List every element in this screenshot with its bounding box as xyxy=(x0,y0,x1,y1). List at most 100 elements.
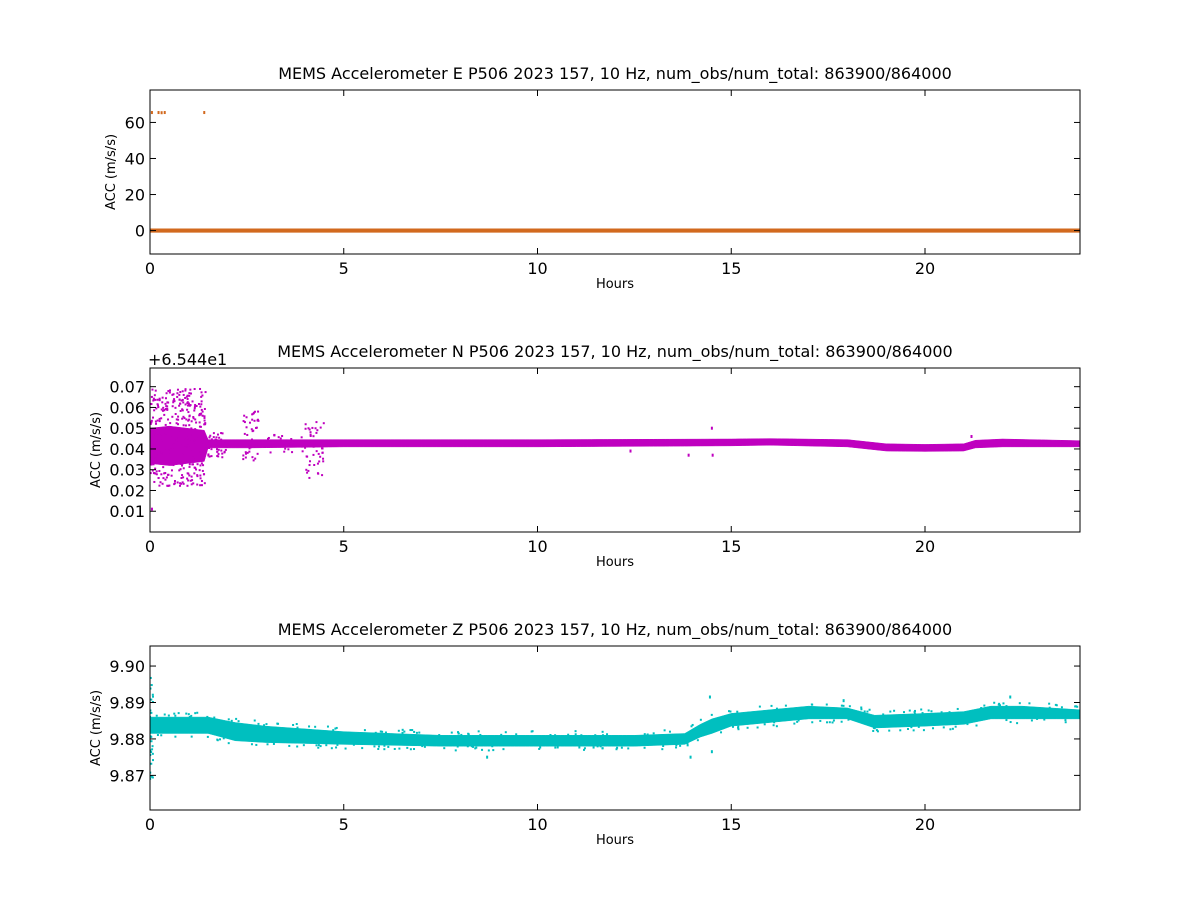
data-point-z xyxy=(401,728,404,731)
data-point-n xyxy=(182,429,185,432)
data-point-e xyxy=(163,111,166,115)
data-point-z xyxy=(460,733,463,736)
data-point-n xyxy=(711,453,714,457)
data-point-n xyxy=(169,439,172,442)
data-point-n xyxy=(179,484,181,487)
data-point-n xyxy=(178,469,181,472)
data-point-z xyxy=(775,707,778,710)
data-point-z xyxy=(292,723,295,726)
data-point-z xyxy=(914,709,916,712)
data-point-z xyxy=(601,734,604,737)
data-point-n xyxy=(216,455,219,458)
chart-title-z: MEMS Accelerometer Z P506 2023 157, 10 H… xyxy=(278,620,952,640)
data-point-n xyxy=(180,482,183,485)
data-point-z xyxy=(190,735,193,738)
data-point-n xyxy=(195,405,198,408)
data-point-n xyxy=(316,429,319,432)
data-point-n xyxy=(182,467,185,470)
data-point-n xyxy=(195,421,198,424)
data-point-z xyxy=(504,731,507,734)
data-point-n xyxy=(192,444,195,447)
data-point-z xyxy=(363,729,366,732)
data-point-n xyxy=(172,401,175,404)
data-point-n xyxy=(202,473,205,476)
data-point-z xyxy=(185,712,188,715)
data-point-z xyxy=(383,748,386,751)
data-point-e xyxy=(157,111,160,115)
data-point-n xyxy=(245,426,248,429)
data-band-e xyxy=(150,228,1080,233)
data-point-z xyxy=(583,747,586,750)
data-point-n xyxy=(197,402,200,405)
x-tick-label: 20 xyxy=(915,815,935,834)
data-point-z xyxy=(594,734,597,737)
data-point-z xyxy=(875,729,878,732)
data-point-n xyxy=(221,456,224,459)
data-point-n xyxy=(186,484,189,487)
data-point-n xyxy=(175,422,178,425)
data-point-n xyxy=(164,472,167,475)
data-point-n xyxy=(165,392,168,395)
data-point-z xyxy=(219,738,222,741)
data-point-z xyxy=(403,730,406,733)
data-point-n xyxy=(311,426,314,429)
data-point-n xyxy=(322,460,325,463)
data-point-z xyxy=(863,710,866,713)
data-point-z xyxy=(174,735,177,738)
data-point-n xyxy=(184,437,187,440)
data-point-n xyxy=(150,454,152,457)
data-point-z xyxy=(930,710,933,713)
data-point-n xyxy=(273,434,276,437)
data-point-n xyxy=(167,418,170,421)
data-point-n xyxy=(185,418,188,421)
data-point-z xyxy=(222,737,225,740)
data-point-n xyxy=(194,428,197,431)
data-point-z xyxy=(227,718,230,721)
data-point-z xyxy=(1076,705,1079,708)
data-point-n xyxy=(186,477,189,480)
data-point-n xyxy=(198,421,201,424)
data-point-n xyxy=(167,484,170,487)
data-point-n xyxy=(166,454,169,457)
data-point-n xyxy=(168,447,171,450)
y-tick-label: 0.02 xyxy=(109,481,145,500)
data-point-n xyxy=(248,421,251,424)
data-band-n xyxy=(150,425,1080,466)
data-point-n xyxy=(242,458,245,461)
data-point-n xyxy=(160,417,163,420)
data-point-z xyxy=(948,711,951,714)
y-ticks-e: 0 20 40 60 xyxy=(125,113,1080,241)
data-point-z xyxy=(263,724,266,727)
data-point-n xyxy=(165,405,168,408)
data-point-n xyxy=(189,434,192,437)
data-point-n xyxy=(253,419,256,422)
data-point-z xyxy=(840,704,843,707)
data-point-z xyxy=(295,723,298,726)
data-point-n xyxy=(179,409,182,412)
x-tick-label: 20 xyxy=(915,537,935,556)
data-point-n xyxy=(321,474,324,477)
data-point-z xyxy=(763,723,766,726)
data-point-n xyxy=(150,395,153,398)
data-point-n xyxy=(203,439,206,442)
data-point-n xyxy=(289,443,292,446)
data-point-n xyxy=(162,453,165,456)
data-point-z xyxy=(317,744,320,747)
data-point-n xyxy=(160,434,163,437)
data-point-n xyxy=(629,449,632,453)
plot-area-z xyxy=(150,676,1080,780)
data-point-n xyxy=(309,431,312,434)
data-point-z xyxy=(906,727,909,730)
data-point-n xyxy=(168,389,171,392)
data-point-n xyxy=(155,432,158,435)
data-point-n xyxy=(315,421,318,424)
data-point-z xyxy=(927,709,930,712)
y-tick-label: 0 xyxy=(135,222,145,241)
data-point-n xyxy=(203,415,206,418)
data-point-n xyxy=(188,414,191,417)
data-point-n xyxy=(150,459,152,462)
data-point-n xyxy=(189,438,192,441)
data-point-n xyxy=(216,450,219,453)
y-axis-label-z: ACC (m/s/s) xyxy=(89,690,104,766)
data-point-z xyxy=(627,747,630,750)
